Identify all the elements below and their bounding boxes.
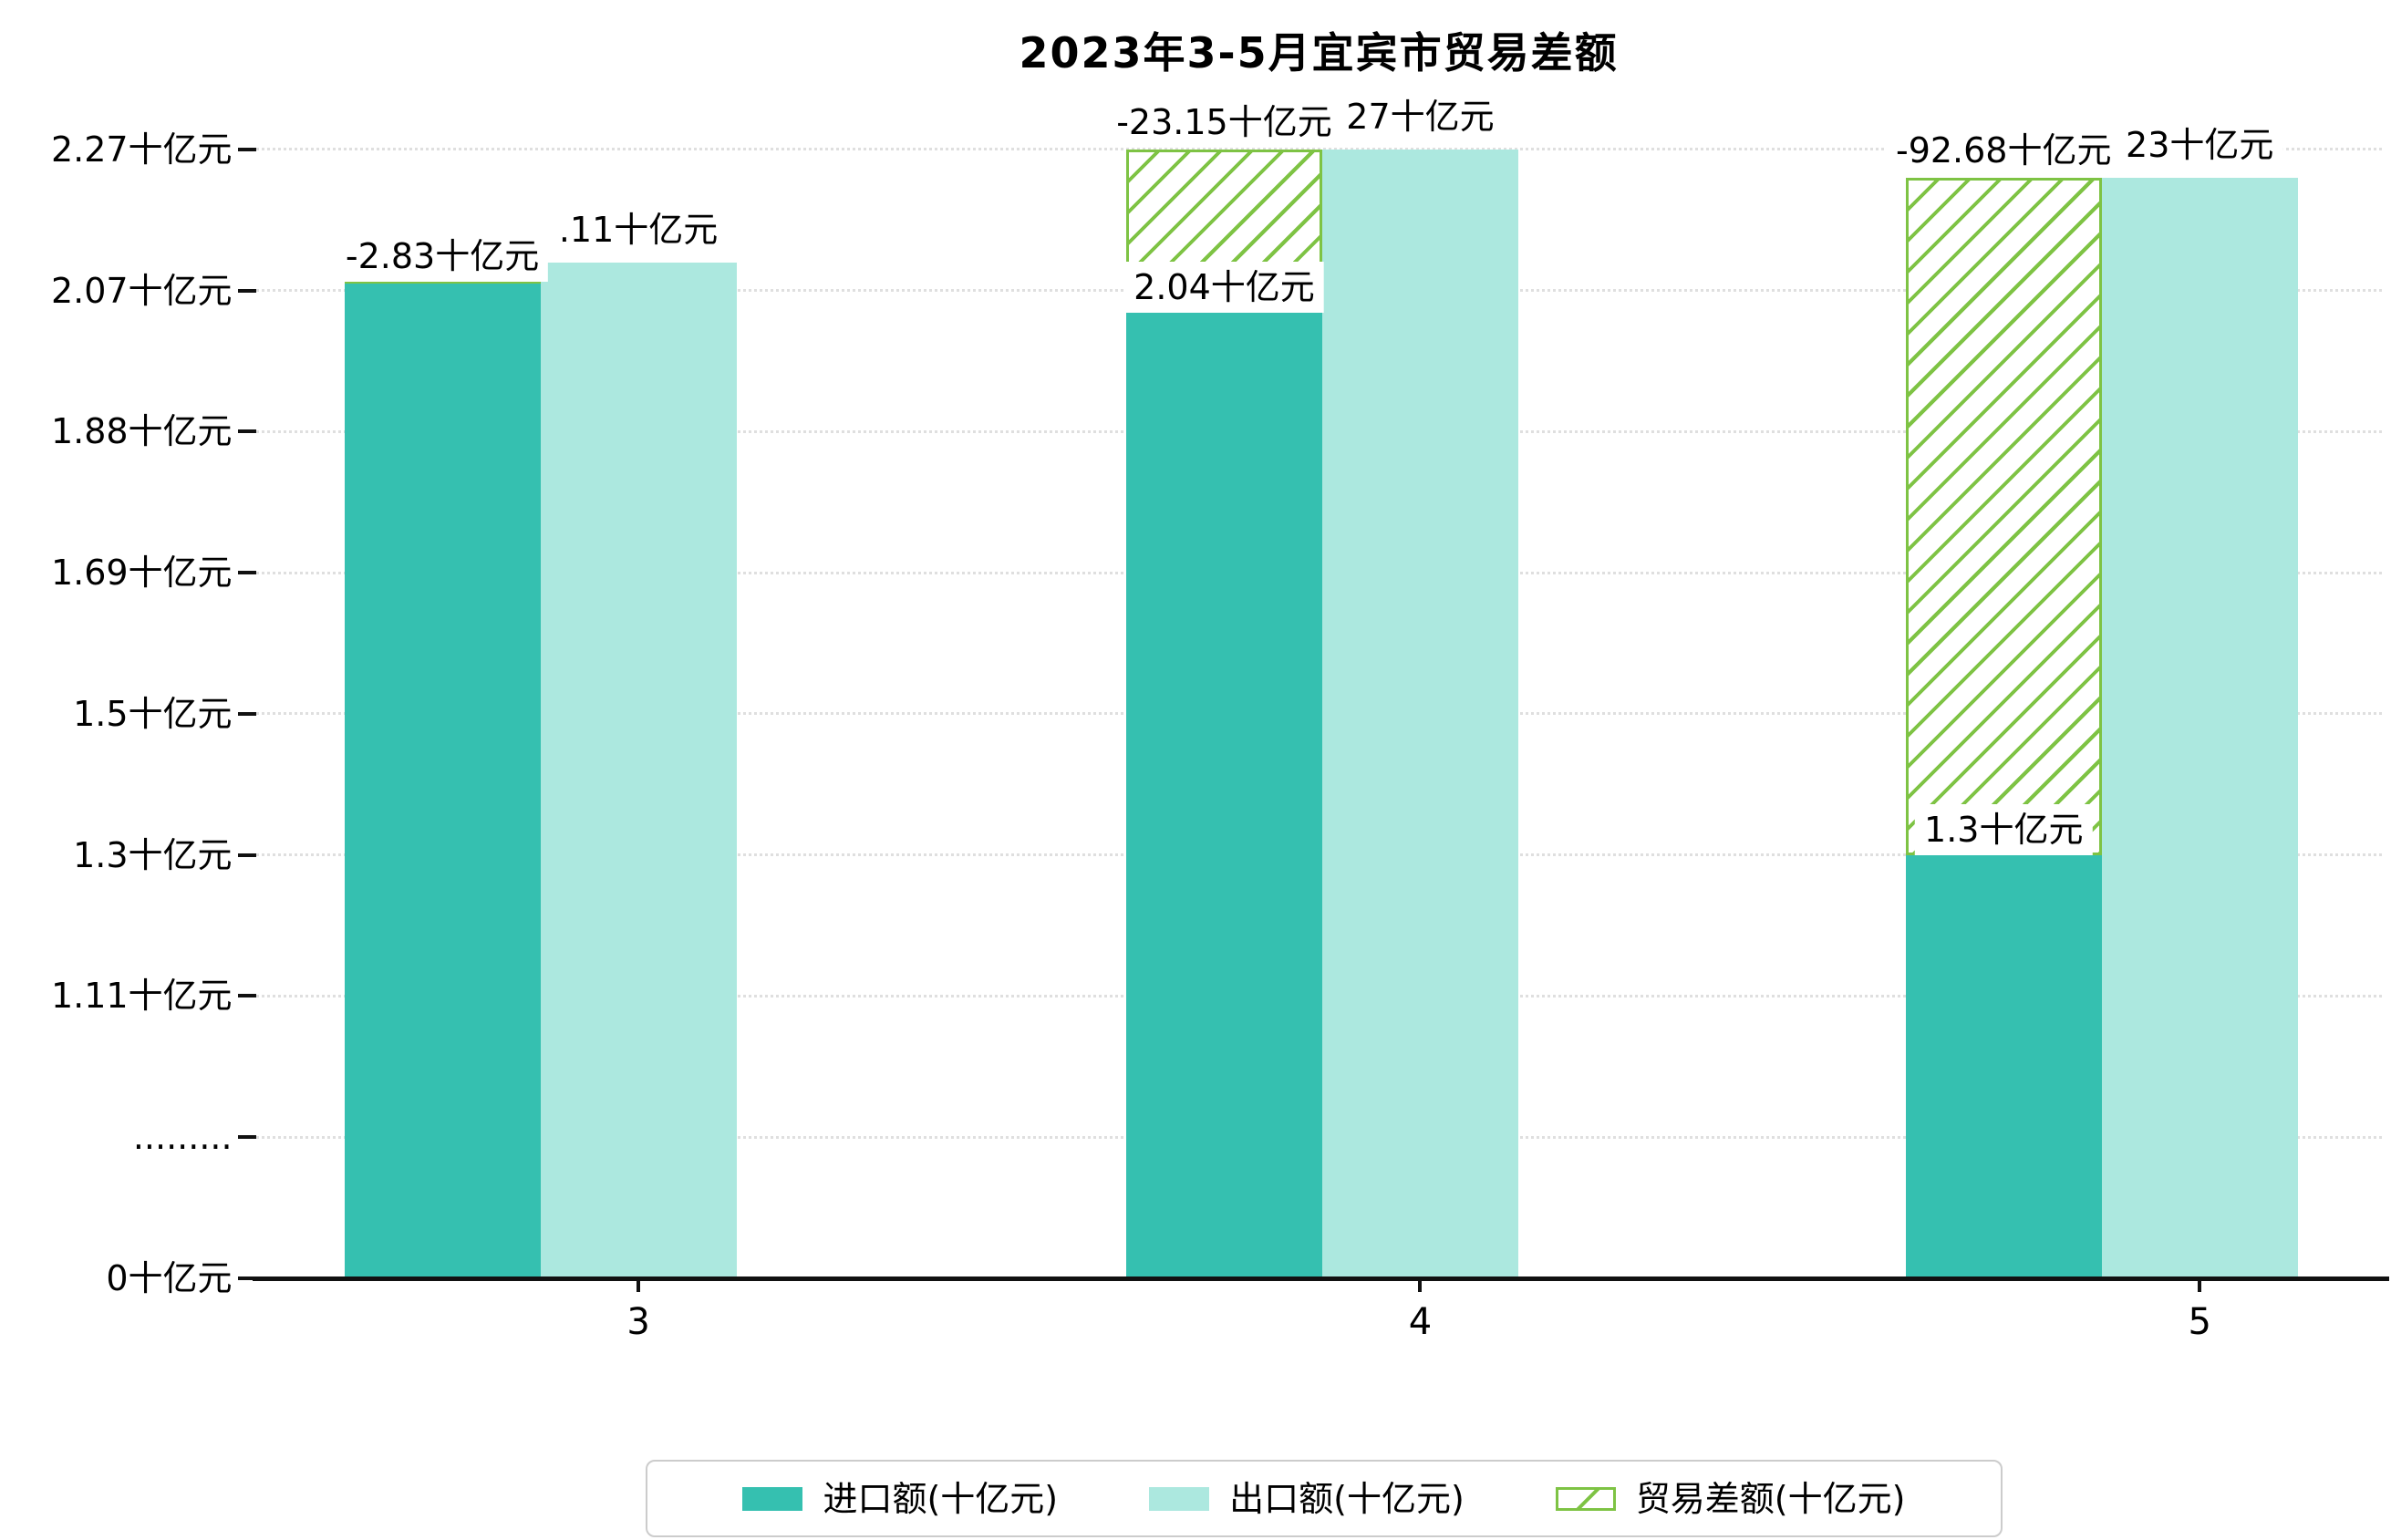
import-bar (1905, 854, 2102, 1278)
x-tick-mark (2198, 1280, 2202, 1292)
y-tick-label: 1.11十亿元 (50, 976, 233, 1017)
y-tick-mark (237, 288, 256, 293)
y-tick-label: ......... (132, 1117, 233, 1158)
y-tick-mark (237, 429, 256, 434)
balance-value-label: -92.68十亿元 (1886, 124, 2121, 176)
y-tick-mark (237, 711, 256, 716)
balance-value-label: -2.83十亿元 (336, 230, 549, 282)
export-bar (540, 262, 737, 1278)
y-tick-label: 0十亿元 (106, 1257, 233, 1298)
legend-item-label: 进口额(十亿元) (823, 1478, 1059, 1519)
legend: 进口额(十亿元) 出口额(十亿元) 贸易差额(十亿元) (645, 1460, 2003, 1538)
y-tick-label: 2.07十亿元 (50, 270, 233, 311)
y-tick-mark (237, 147, 256, 151)
x-tick-label: 3 (626, 1300, 650, 1343)
export-bar (1321, 149, 1518, 1278)
y-tick-label: 1.69十亿元 (50, 553, 233, 594)
export-value-label: 27十亿元 (1337, 90, 1504, 142)
chart-title: 2023年3-5月宜宾市贸易差额 (1019, 28, 1619, 78)
legend-item-import: 进口额(十亿元) (742, 1479, 1058, 1519)
export-swatch-icon (1149, 1486, 1210, 1511)
y-tick-mark (237, 1276, 256, 1280)
y-tick-mark (237, 853, 256, 857)
legend-item-export: 出口额(十亿元) (1149, 1479, 1465, 1519)
export-value-label: 23十亿元 (2117, 119, 2283, 171)
x-axis-line (252, 1276, 2389, 1281)
y-tick-label: 1.3十亿元 (73, 834, 233, 875)
import-value-label: 2.04十亿元 (1124, 262, 1324, 314)
y-tick-label: 1.88十亿元 (50, 411, 233, 452)
legend-item-label: 出口额(十亿元) (1229, 1478, 1465, 1519)
export-bar (2101, 177, 2298, 1278)
x-tick-label: 5 (2188, 1300, 2211, 1343)
x-tick-mark (1418, 1280, 1423, 1292)
y-tick-label: 1.5十亿元 (73, 693, 233, 734)
trade-balance-bar (1905, 177, 2102, 855)
balance-value-label: -23.15十亿元 (1107, 96, 1341, 148)
import-value-label: 1.3十亿元 (1915, 803, 2093, 855)
import-bar (1125, 313, 1322, 1278)
y-tick-mark (237, 994, 256, 998)
legend-item-label: 贸易差额(十亿元) (1635, 1478, 1906, 1519)
y-tick-mark (237, 1135, 256, 1140)
legend-item-balance: 贸易差额(十亿元) (1555, 1478, 1906, 1519)
balance-swatch-icon (1555, 1486, 1616, 1511)
y-tick-mark (237, 571, 256, 575)
x-tick-mark (637, 1280, 641, 1292)
import-swatch-icon (742, 1486, 803, 1511)
export-value-label: .11十亿元 (549, 203, 728, 255)
import-bar (344, 283, 541, 1278)
y-tick-label: 2.27十亿元 (50, 129, 233, 170)
x-tick-label: 4 (1408, 1300, 1433, 1343)
